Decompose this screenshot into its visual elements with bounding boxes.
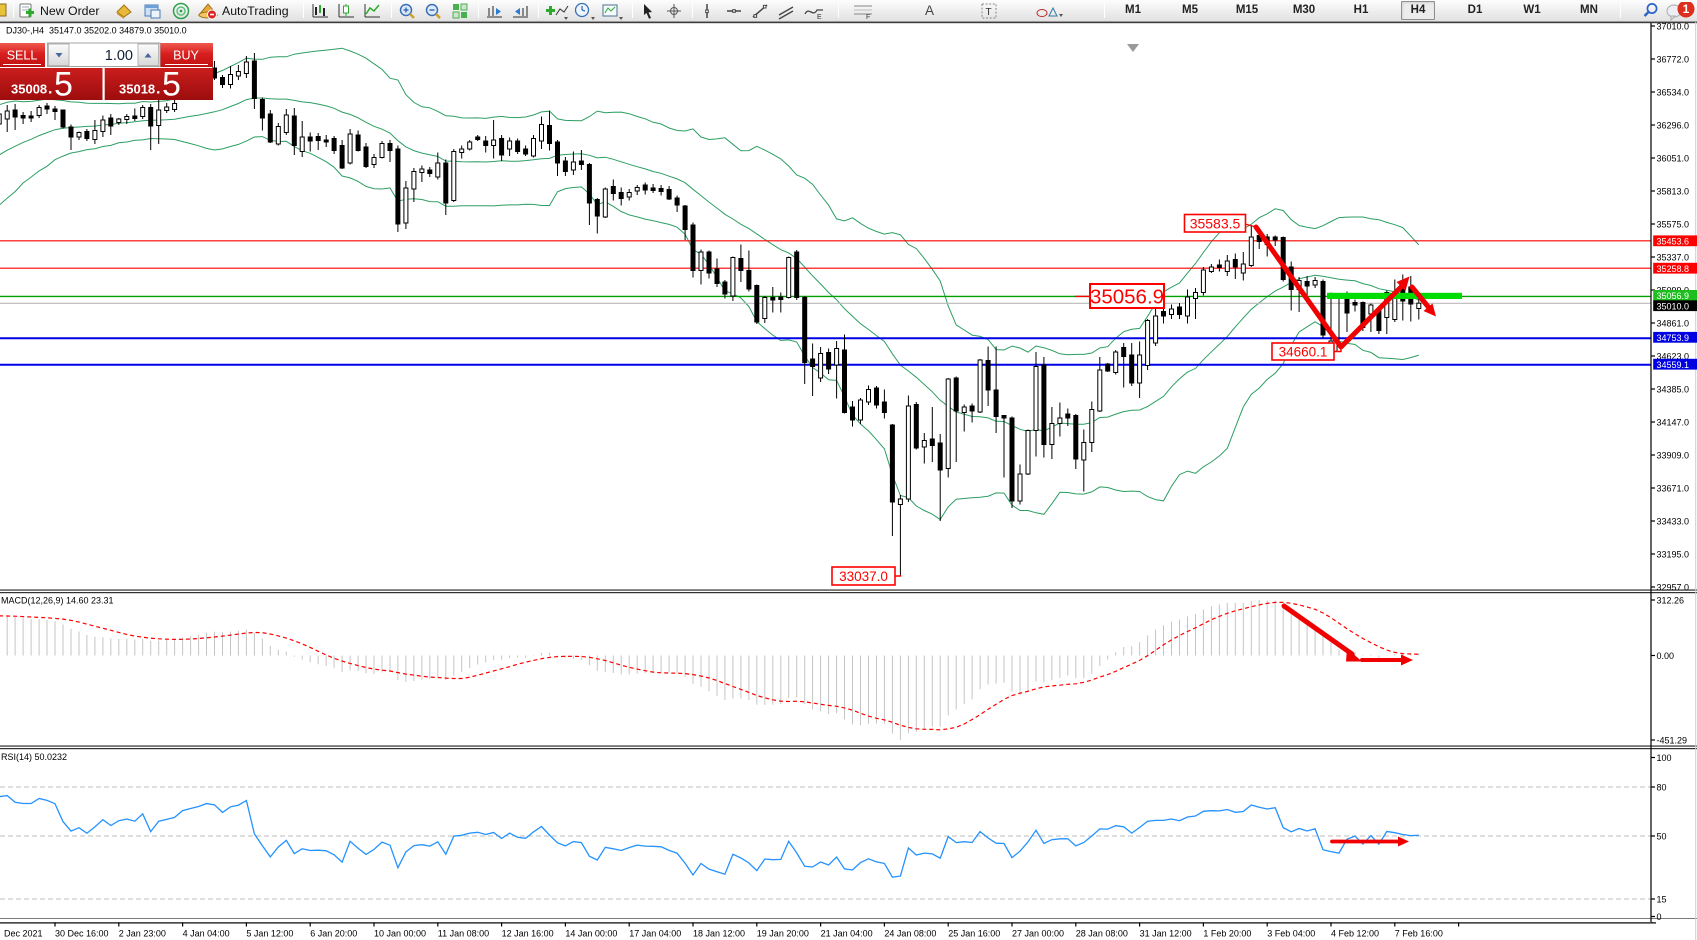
svg-text:36051.0: 36051.0	[1657, 154, 1690, 164]
svg-text:34385.0: 34385.0	[1657, 385, 1690, 395]
svg-text:.: .	[156, 81, 160, 98]
svg-text:35018: 35018	[119, 82, 155, 97]
svg-text:37010.0: 37010.0	[1657, 22, 1690, 32]
svg-text:31 Jan 12:00: 31 Jan 12:00	[1140, 929, 1192, 939]
svg-text:14 Jan 00:00: 14 Jan 00:00	[565, 929, 617, 939]
svg-text:1: 1	[1683, 2, 1690, 16]
svg-text:SELL: SELL	[7, 49, 38, 63]
svg-text:RSI(14) 50.0232: RSI(14) 50.0232	[1, 752, 67, 762]
svg-text:33909.0: 33909.0	[1657, 451, 1690, 461]
svg-text:6 Jan 20:00: 6 Jan 20:00	[310, 929, 357, 939]
svg-text:2 Jan 23:00: 2 Jan 23:00	[119, 929, 166, 939]
svg-text:28 Jan 08:00: 28 Jan 08:00	[1076, 929, 1128, 939]
svg-text:DJ30-,H4 35147.0 35202.0 3487: DJ30-,H4 35147.0 35202.0 34879.0 35010.0	[6, 26, 187, 36]
svg-text:35056.9: 35056.9	[1090, 285, 1164, 308]
svg-text:BUY: BUY	[173, 49, 199, 63]
svg-text:35008: 35008	[11, 82, 47, 97]
svg-text:1 Feb 20:00: 1 Feb 20:00	[1203, 929, 1251, 939]
svg-text:4 Jan 04:00: 4 Jan 04:00	[183, 929, 230, 939]
svg-text:E: E	[817, 14, 822, 20]
svg-text:80: 80	[1657, 783, 1667, 793]
svg-text:36296.0: 36296.0	[1657, 121, 1690, 131]
svg-text:32957.0: 32957.0	[1657, 583, 1690, 593]
svg-text:21 Jan 04:00: 21 Jan 04:00	[821, 929, 873, 939]
svg-text:33433.0: 33433.0	[1657, 517, 1690, 527]
svg-text:35337.0: 35337.0	[1657, 253, 1690, 263]
svg-text:35258.8: 35258.8	[1657, 264, 1690, 274]
svg-text:35056.9: 35056.9	[1657, 291, 1690, 301]
svg-text:36772.0: 36772.0	[1657, 55, 1690, 65]
svg-text:33037.0: 33037.0	[839, 569, 888, 584]
svg-text:36534.0: 36534.0	[1657, 88, 1690, 98]
svg-text:30 Dec 16:00: 30 Dec 16:00	[55, 929, 109, 939]
svg-text:19 Jan 20:00: 19 Jan 20:00	[757, 929, 809, 939]
svg-text:12 Jan 16:00: 12 Jan 16:00	[502, 929, 554, 939]
svg-text:T: T	[986, 7, 992, 18]
svg-text:17 Jan 04:00: 17 Jan 04:00	[629, 929, 681, 939]
svg-text:.: .	[48, 81, 52, 98]
svg-text:35010.0: 35010.0	[1657, 301, 1690, 311]
svg-text:34559.1: 34559.1	[1657, 360, 1690, 370]
svg-text:11 Jan 08:00: 11 Jan 08:00	[438, 929, 489, 939]
svg-text:3 Feb 04:00: 3 Feb 04:00	[1267, 929, 1315, 939]
svg-text:35575.0: 35575.0	[1657, 220, 1690, 230]
svg-text:5: 5	[54, 66, 73, 104]
svg-text:4 Feb 12:00: 4 Feb 12:00	[1331, 929, 1379, 939]
svg-text:33671.0: 33671.0	[1657, 484, 1690, 494]
svg-text:27 Jan 00:00: 27 Jan 00:00	[1012, 929, 1064, 939]
svg-text:34660.1: 34660.1	[1279, 344, 1328, 359]
svg-text:18 Jan 12:00: 18 Jan 12:00	[693, 929, 745, 939]
svg-text:100: 100	[1657, 753, 1672, 763]
svg-text:35453.6: 35453.6	[1657, 236, 1690, 246]
svg-text:33195.0: 33195.0	[1657, 550, 1690, 560]
svg-text:0: 0	[1657, 912, 1662, 922]
svg-text:34623.0: 34623.0	[1657, 352, 1690, 362]
svg-text:5 Jan 12:00: 5 Jan 12:00	[246, 929, 293, 939]
svg-text:Dec 2021: Dec 2021	[4, 929, 43, 939]
svg-text:10 Jan 00:00: 10 Jan 00:00	[374, 929, 426, 939]
svg-text:F: F	[866, 14, 870, 20]
svg-text:25 Jan 16:00: 25 Jan 16:00	[948, 929, 1000, 939]
svg-text:24 Jan 08:00: 24 Jan 08:00	[884, 929, 936, 939]
svg-text:-451.29: -451.29	[1657, 736, 1688, 746]
svg-text:1.00: 1.00	[105, 48, 133, 64]
svg-text:34753.9: 34753.9	[1657, 333, 1690, 343]
svg-text:7 Feb 16:00: 7 Feb 16:00	[1395, 929, 1443, 939]
svg-text:35813.0: 35813.0	[1657, 187, 1690, 197]
svg-text:35583.5: 35583.5	[1190, 215, 1241, 231]
svg-text:34147.0: 34147.0	[1657, 418, 1690, 428]
svg-text:0.00: 0.00	[1657, 651, 1675, 661]
svg-text:5: 5	[162, 66, 181, 104]
svg-text:15: 15	[1657, 895, 1667, 905]
svg-text:50: 50	[1657, 832, 1667, 842]
svg-text:MACD(12,26,9) 14.60 23.31: MACD(12,26,9) 14.60 23.31	[1, 596, 114, 606]
svg-text:312.26: 312.26	[1657, 596, 1685, 606]
svg-text:34861.0: 34861.0	[1657, 319, 1690, 329]
